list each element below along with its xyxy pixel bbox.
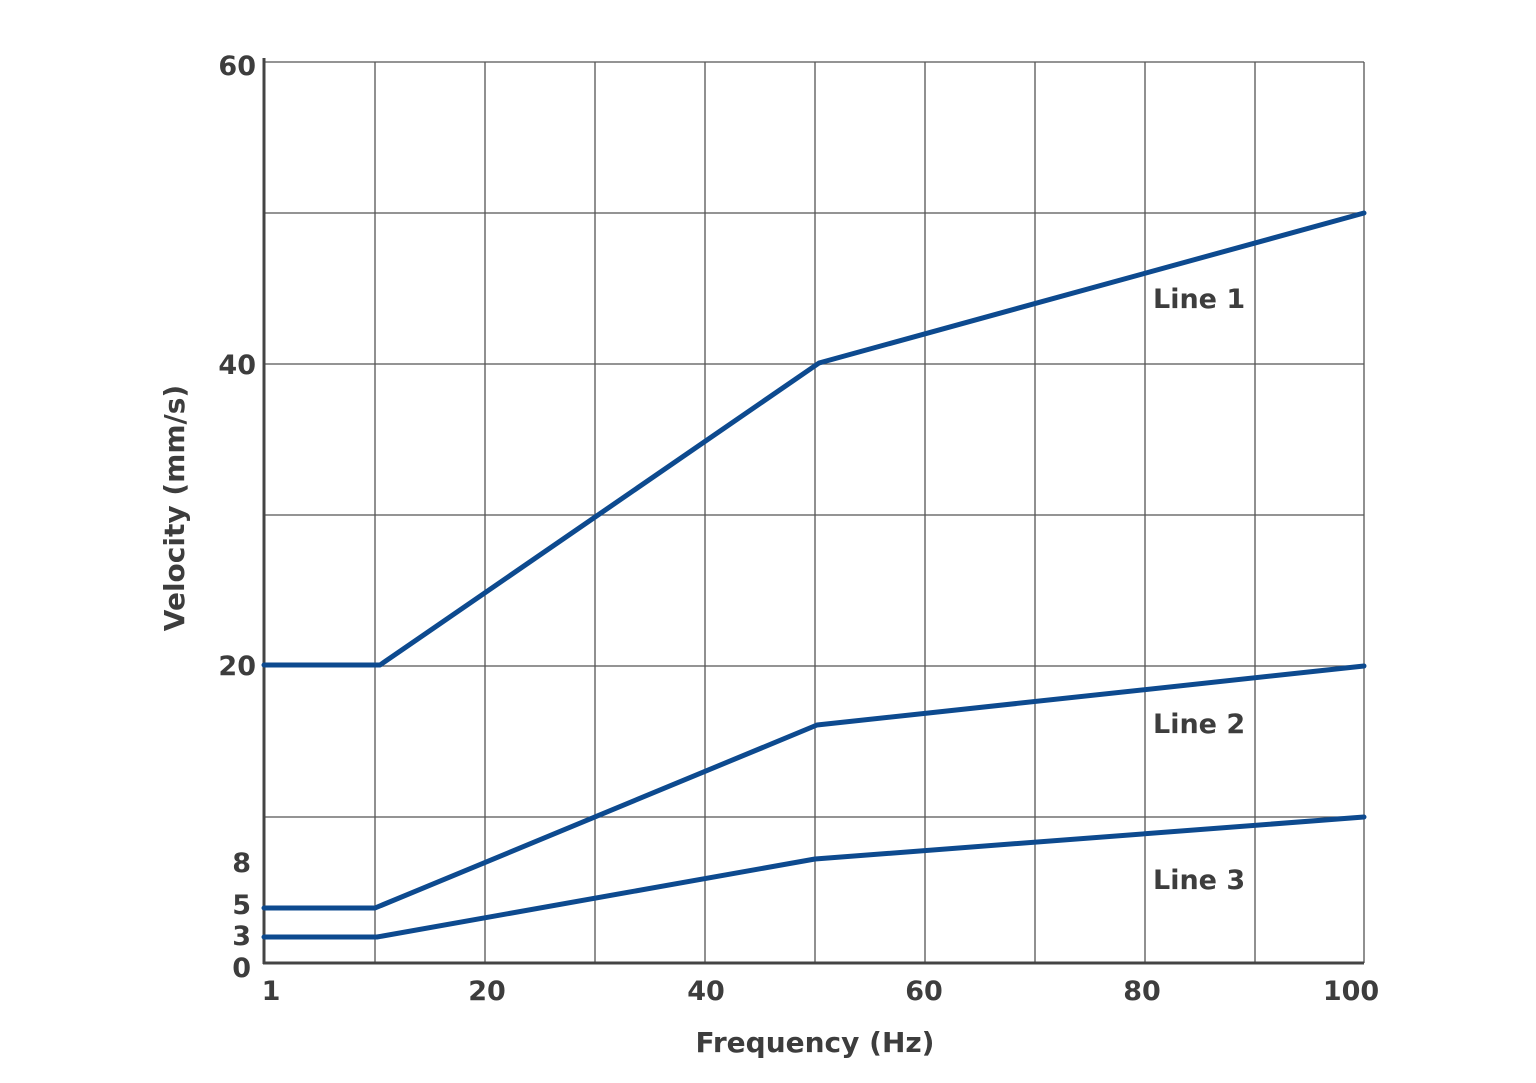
x-tick-100: 100 bbox=[1323, 976, 1379, 1007]
y-tick-3: 3 bbox=[232, 921, 251, 952]
x-tick-1: 1 bbox=[262, 976, 281, 1007]
series-line-2 bbox=[261, 663, 1367, 911]
line-2-label: Line 2 bbox=[1153, 709, 1245, 740]
y-tick-8: 8 bbox=[232, 848, 251, 879]
y-tick-0: 0 bbox=[232, 953, 251, 984]
grid bbox=[264, 61, 1365, 963]
x-tick-60: 60 bbox=[905, 976, 943, 1007]
y-tick-40: 40 bbox=[218, 350, 256, 381]
series-line-3 bbox=[261, 814, 1367, 940]
line-3-label: Line 3 bbox=[1153, 865, 1245, 896]
y-tick-60: 60 bbox=[218, 51, 256, 82]
x-tick-labels: 1 20 40 60 80 100 bbox=[262, 976, 1380, 1007]
series-line-1 bbox=[261, 210, 1367, 668]
x-tick-80: 80 bbox=[1123, 976, 1161, 1007]
line-1-label: Line 1 bbox=[1153, 284, 1245, 315]
y-tick-20: 20 bbox=[218, 651, 256, 682]
x-axis-title: Frequency (Hz) bbox=[696, 1026, 935, 1059]
y-tick-5: 5 bbox=[232, 890, 251, 921]
y-tick-labels: 60 40 20 8 5 3 0 bbox=[218, 51, 256, 984]
x-tick-40: 40 bbox=[687, 976, 725, 1007]
y-axis-title: Velocity (mm/s) bbox=[158, 385, 191, 631]
x-tick-20: 20 bbox=[468, 976, 506, 1007]
